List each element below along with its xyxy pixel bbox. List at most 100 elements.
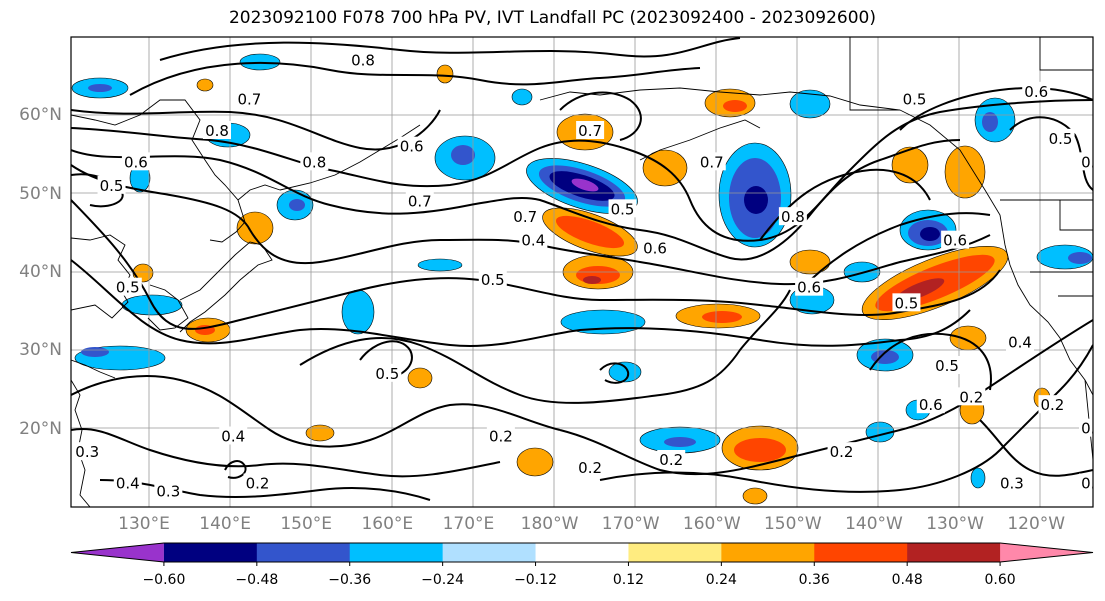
contour-label: 0.3 [156,482,180,500]
contour-label-bg [1079,152,1093,171]
contour-label-bg [486,426,515,445]
contour-label: 0.6 [1024,83,1048,101]
lon-label: 150°W [763,514,822,534]
contour-label: 0.2 [1081,420,1105,438]
contour-label-bg [113,277,142,296]
contour-label: 0.6 [1081,153,1105,171]
contour-label: 0.2 [1041,396,1065,414]
contour-label: 0.6 [400,138,424,156]
colorbar-tick-label: −0.36 [328,572,372,588]
contour-label-bg [235,89,264,108]
contour-label-bg [219,426,248,445]
contour-label: 0.3 [75,443,99,461]
contour-label: 0.8 [781,208,805,226]
contour-label: 0.5 [903,91,927,109]
contour-label-bg [113,473,142,492]
colorbar-tick-label: −0.60 [142,572,186,588]
contour-label: 0.2 [246,475,270,493]
coastlines [71,37,1093,507]
map-frame [70,36,1094,508]
contour-label-bg [827,442,856,461]
contour-label-bg [795,277,824,296]
contour-label: 0.2 [659,451,683,469]
lon-label: 170°W [601,514,660,534]
contour-label: 0.5 [100,177,124,195]
contour-label: 0.2 [830,443,854,461]
contour-label: 0.6 [797,279,821,297]
contour-label: 0.5 [1049,130,1073,148]
contour-label-bg [892,293,921,312]
colorbar-segment [442,543,537,562]
colorbar-segment [535,543,629,562]
contour-label-bg [576,121,605,139]
lat-label: 30°N [19,340,62,361]
colorbar-segment [907,543,1001,562]
colorbar-tick-label: 0.12 [612,572,645,588]
contour-label-bg [511,207,540,226]
contour-label: 0.7 [700,153,724,171]
contour-label-bg [405,191,434,210]
colorbar-segment [721,543,815,562]
contour-label: 0.6 [124,153,148,171]
colorbar-tick-label: 0.24 [705,572,737,588]
contour-label: 0.8 [205,122,229,140]
contour-label-bg [121,152,150,171]
lon-label: 130°E [118,514,170,534]
contour-label-bg [900,89,929,108]
lat-label: 20°N [19,418,62,439]
contour-label-bg [1006,332,1034,351]
map-gridlines [71,37,1093,507]
contour-label: 0.2 [959,388,983,406]
contour-label: 0.7 [578,122,602,140]
lon-label: 120°W [1007,514,1066,534]
contour-label: 0.5 [935,357,959,375]
contour-label-bg [519,230,548,249]
colorbar-tick-label: −0.48 [235,572,279,588]
lon-label: 160°W [682,514,741,534]
contour-label: 0.7 [238,91,262,109]
contour-label-bg [933,356,961,374]
colorbar-tick-label: 0.60 [984,572,1016,588]
contour-label: 0.5 [116,279,140,297]
contour-label-bg [1046,128,1075,147]
contour-label: 0.2 [578,459,602,477]
contour-label: 0.8 [302,153,326,171]
contour-label-bg [478,269,507,288]
contour-label-bg [778,207,807,226]
colorbar-segment [349,543,444,562]
contour-label-bg [203,121,231,139]
contour-label-bg [997,473,1026,492]
contour-label-bg [657,450,686,468]
contour-label-bg [97,175,126,194]
colorbar-tick-label: −0.12 [514,572,557,588]
colorbar-segment [71,543,164,562]
colorbar-segment [814,543,908,562]
contour-label-bg [397,136,426,155]
contour-label-bg [154,481,183,500]
colorbar-tick-label: −0.24 [421,572,465,588]
lon-label: 130°W [926,514,984,534]
contour-label: 0.3 [1000,475,1024,493]
contour-label: 0.4 [1008,334,1032,352]
lat-label: 50°N [19,183,62,204]
contour-label: 0.6 [643,240,667,258]
contour-label: 0.5 [375,365,399,383]
contour-label-bg [608,199,637,218]
contour-label-bg [1079,418,1093,437]
colorbar-tick-label: 0.48 [891,572,923,588]
contour-label: 0.4 [521,232,545,250]
contour-label-bg [373,363,402,382]
lat-label: 40°N [19,262,62,282]
colorbar-segment [256,543,351,562]
contour-label: 0.6 [919,396,943,414]
contour-label-bg [916,395,945,414]
contour-value-labels: 0.8 0.7 0.8 0.8 0.6 0.7 0.7 0.7 0.7 0.5 0.4 0.6 0.8 0… [73,50,1105,500]
contour-label-bg [641,238,669,257]
colorbar [70,542,1094,566]
contour-label-bg [576,457,605,476]
colorbar-tick-label: 0.36 [798,572,830,588]
lon-label: 170°E [442,514,495,534]
contour-label-bg [1079,473,1093,492]
contour-label: 0.7 [408,193,432,211]
contour-label-bg [300,152,329,171]
